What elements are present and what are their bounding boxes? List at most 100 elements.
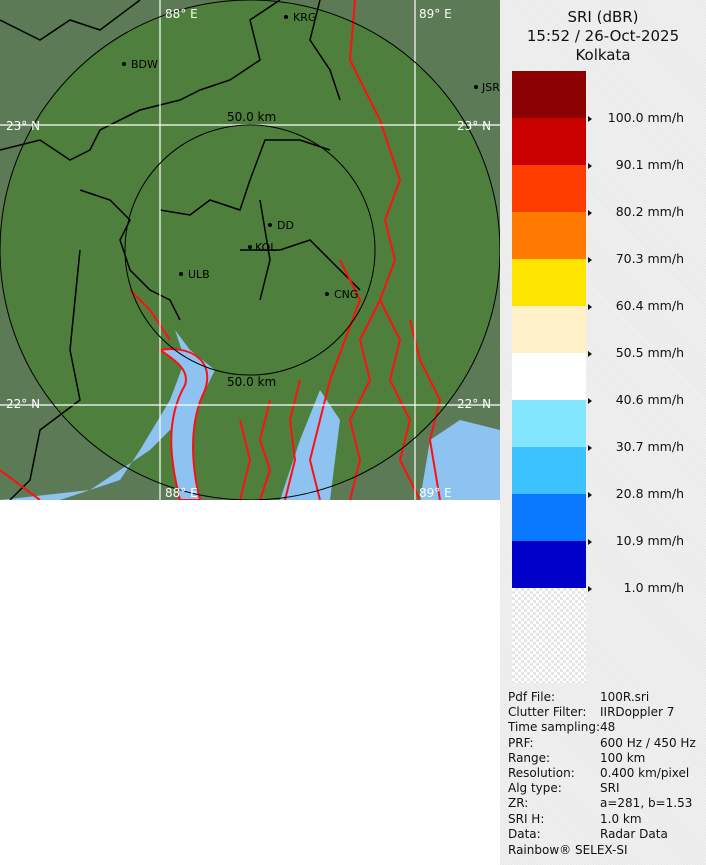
info-key: SRI H: [508, 811, 545, 826]
info-key: Data: [508, 826, 541, 841]
tick-marker-icon [588, 162, 592, 169]
river-estuary [157, 348, 209, 500]
info-value: 1.0 km [600, 811, 642, 826]
color-scale-label: 90.1 mm/h [588, 158, 698, 172]
info-key: Range: [508, 750, 551, 765]
info-row: Range: 100 km [508, 751, 696, 766]
city-label-jsr: JSR [481, 81, 500, 94]
info-key: Time sampling: [508, 720, 601, 735]
city-label-krg: KRG [293, 11, 316, 24]
info-key: Clutter Filter: [508, 705, 587, 720]
tick-marker-icon [588, 538, 592, 545]
info-row: ZR: a=281, b=1.53 [508, 796, 696, 811]
color-scale-block [512, 212, 586, 259]
color-scale-label: 10.9 mm/h [588, 534, 698, 548]
lon-label-89-top: 89° E [419, 7, 452, 21]
sea-area [0, 330, 500, 500]
info-row: Time sampling: 48 [508, 720, 696, 735]
color-scale-block [512, 588, 586, 683]
info-row: PRF: 600 Hz / 450 Hz [508, 736, 696, 751]
info-value: 100R.sri [600, 690, 650, 704]
color-scale-block [512, 494, 586, 541]
tick-marker-icon [588, 491, 592, 498]
grid-lines [0, 0, 500, 500]
info-value: Radar Data [600, 826, 668, 841]
product-datetime: 15:52 / 26-Oct-2025 [526, 27, 680, 45]
info-row: SRI H: 1.0 km [508, 812, 696, 827]
info-value: 48 [600, 720, 616, 735]
tick-marker-icon [588, 444, 592, 451]
city-markers: BDW KRG JSR DD KOL ULB CNG [122, 11, 500, 301]
legend-panel: SRI (dBR) 15:52 / 26-Oct-2025 Kolkata 10… [500, 0, 706, 865]
tick-marker-icon [588, 397, 592, 404]
color-scale-label: 80.2 mm/h [588, 205, 698, 219]
software-credit: Rainbow® SELEX-SI [508, 843, 628, 857]
color-scale-label: 20.8 mm/h [588, 487, 698, 501]
info-key: Pdf File: [508, 690, 556, 704]
tick-marker-icon [588, 256, 592, 263]
city-label-cng: CNG [334, 288, 358, 301]
color-scale-block [512, 71, 586, 118]
rivers [0, 0, 442, 500]
scale-value: 50.5 mm/h [615, 345, 684, 360]
lon-label-88-top: 88° E [165, 7, 198, 21]
color-scale-block [512, 165, 586, 212]
scale-value: 30.7 mm/h [615, 439, 684, 454]
color-scale-label: 50.5 mm/h [588, 346, 698, 360]
color-scale-label: 30.7 mm/h [588, 440, 698, 454]
color-scale-label: 100.0 mm/h [588, 111, 698, 125]
scale-value: 10.9 mm/h [615, 533, 684, 548]
tick-marker-icon [588, 303, 592, 310]
tick-marker-icon [588, 350, 592, 357]
scale-value: 100.0 mm/h [607, 110, 684, 125]
lat-label-22-left: 22° N [6, 397, 40, 411]
info-row: Alg type: SRI [508, 781, 696, 796]
tick-marker-icon [588, 209, 592, 216]
scale-value: 1.0 mm/h [623, 580, 684, 595]
radar-map[interactable]: 50.0 km 50.0 km 88° E 89° E 88° E 89° E … [0, 0, 500, 500]
info-row: Resolution: 0.400 km/pixel [508, 766, 696, 781]
color-scale-block [512, 306, 586, 353]
info-value: 600 Hz / 450 Hz [600, 735, 696, 750]
district-borders [0, 0, 361, 500]
color-scale-label: 1.0 mm/h [588, 581, 698, 595]
color-scale-block [512, 259, 586, 306]
ring-label-bottom: 50.0 km [227, 375, 276, 389]
info-row: Pdf File: 100R.sri [508, 690, 696, 705]
info-row: Clutter Filter: IIRDoppler 7 [508, 705, 696, 720]
product-info: Pdf File: 100R.sri Clutter Filter: IIRDoppl… [508, 690, 696, 842]
info-key: ZR: [508, 796, 529, 811]
lon-label-89-bottom: 89° E [419, 486, 452, 500]
info-key: Resolution: [508, 766, 575, 781]
info-value: 100 km [600, 750, 646, 765]
color-scale-label: 60.4 mm/h [588, 299, 698, 313]
scale-value: 60.4 mm/h [615, 298, 684, 313]
info-value: 0.400 km/pixel [600, 766, 690, 781]
info-value: a=281, b=1.53 [600, 796, 693, 811]
color-scale-label: 70.3 mm/h [588, 252, 698, 266]
color-scale-block [512, 118, 586, 165]
scale-value: 40.6 mm/h [615, 392, 684, 407]
lon-label-88-bottom: 88° E [165, 486, 198, 500]
lat-label-22-right: 22° N [457, 397, 491, 411]
color-scale-label: 40.6 mm/h [588, 393, 698, 407]
radar-site: Kolkata [575, 46, 631, 64]
color-scale-block [512, 400, 586, 447]
color-scale-block [512, 447, 586, 494]
info-value: SRI [600, 781, 620, 796]
info-key: Alg type: [508, 781, 562, 796]
lat-label-23-right: 23° N [457, 119, 491, 133]
lat-label-23-left: 23° N [6, 119, 40, 133]
city-label-bdw: BDW [131, 58, 158, 71]
city-label-dd: DD [277, 219, 294, 232]
color-scale-block [512, 353, 586, 400]
range-rings [0, 0, 500, 500]
tick-marker-icon [588, 115, 592, 122]
ring-label-top: 50.0 km [227, 110, 276, 124]
scale-value: 70.3 mm/h [615, 251, 684, 266]
info-key: PRF: [508, 735, 534, 750]
product-title: SRI (dBR) [567, 8, 639, 26]
info-value: IIRDoppler 7 [600, 705, 675, 720]
tick-marker-icon [588, 585, 592, 592]
info-row: Data: Radar Data [508, 827, 696, 842]
